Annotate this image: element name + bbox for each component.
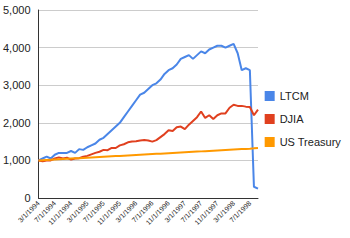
svg-text:DJIA: DJIA bbox=[280, 113, 305, 125]
svg-text:11/1/1996: 11/1/1996 bbox=[144, 199, 172, 227]
svg-text:LTCM: LTCM bbox=[280, 90, 309, 102]
svg-text:5,000: 5,000 bbox=[3, 4, 31, 16]
svg-text:7/1/1994: 7/1/1994 bbox=[33, 199, 58, 224]
svg-text:11/1/1994: 11/1/1994 bbox=[47, 199, 74, 227]
svg-text:3/1/1998: 3/1/1998 bbox=[211, 199, 237, 224]
svg-text:3/1/1997: 3/1/1997 bbox=[163, 199, 188, 224]
svg-text:4,000: 4,000 bbox=[3, 42, 31, 54]
svg-text:2,000: 2,000 bbox=[3, 117, 31, 129]
svg-text:3,000: 3,000 bbox=[3, 79, 31, 91]
svg-text:0: 0 bbox=[24, 192, 30, 204]
svg-text:7/1/1995: 7/1/1995 bbox=[81, 199, 106, 224]
svg-text:7/1/1997: 7/1/1997 bbox=[179, 199, 204, 224]
svg-text:11/1/1995: 11/1/1995 bbox=[95, 199, 123, 227]
svg-text:US Treasury: US Treasury bbox=[280, 136, 342, 148]
svg-text:7/1/1996: 7/1/1996 bbox=[130, 199, 155, 224]
svg-text:7/1/1998: 7/1/1998 bbox=[228, 199, 252, 223]
svg-text:3/1/1996: 3/1/1996 bbox=[114, 199, 139, 224]
svg-text:3/1/1995: 3/1/1995 bbox=[65, 199, 90, 224]
svg-text:11/1/1997: 11/1/1997 bbox=[193, 199, 220, 227]
svg-text:3/1/1994: 3/1/1994 bbox=[16, 199, 41, 224]
svg-text:1,000: 1,000 bbox=[3, 154, 31, 166]
